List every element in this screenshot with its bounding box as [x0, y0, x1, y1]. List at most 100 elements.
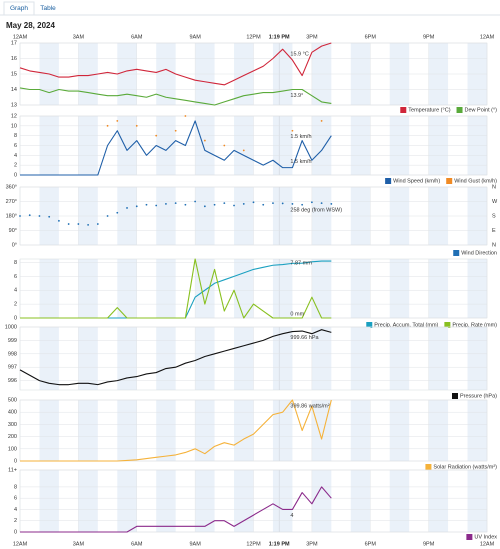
- tab[interactable]: Graph: [10, 5, 28, 12]
- series-line: [20, 399, 332, 462]
- series-dot: [184, 115, 187, 117]
- series-dot: [155, 204, 158, 207]
- y-tick-label: 15: [11, 71, 17, 77]
- annotation: 1.5 km/h: [290, 159, 311, 165]
- y-tick-label: 0: [14, 529, 17, 535]
- legend-swatch: [366, 322, 373, 328]
- tab[interactable]: Table: [40, 5, 56, 12]
- hour-band: [234, 470, 254, 532]
- x-tick-label: 9PM: [423, 541, 435, 547]
- annotation: 0 mm: [290, 311, 304, 317]
- x-tick-label: 12AM: [13, 541, 28, 547]
- y-tick-label: 300: [8, 422, 17, 428]
- x-tick-label: 12PM: [246, 541, 261, 547]
- hour-band: [195, 400, 215, 461]
- y-tick-label: 200: [8, 434, 17, 440]
- series-dot: [203, 205, 206, 208]
- y2-tick-label: S: [492, 213, 496, 219]
- legend-swatch: [425, 464, 432, 470]
- y-tick-label: 6: [14, 274, 17, 280]
- hour-band: [467, 259, 487, 318]
- hour-band: [117, 470, 137, 532]
- legend-label: Wind Gust (km/h): [454, 178, 497, 184]
- y-tick-label: 180°: [6, 213, 17, 219]
- annotation: 1.5 km/h: [290, 134, 311, 140]
- y-tick-label: 14: [11, 87, 17, 93]
- hour-band: [467, 470, 487, 532]
- annotation: 399.86 watts/m²: [290, 403, 329, 409]
- series-dot: [155, 134, 158, 137]
- x-tick-label: 12AM: [13, 34, 28, 40]
- y2-tick-label: N: [492, 242, 496, 248]
- y-tick-label: 0°: [12, 242, 17, 248]
- series-dot: [291, 203, 294, 205]
- hour-band: [272, 327, 293, 390]
- y-tick-label: 0: [14, 315, 17, 321]
- hour-band: [39, 400, 59, 461]
- date: May 28, 2024: [6, 21, 55, 30]
- series-dot: [194, 200, 197, 203]
- hour-band: [467, 400, 487, 461]
- hour-band: [272, 470, 293, 532]
- series-dot: [48, 215, 51, 218]
- legend-swatch: [453, 250, 460, 256]
- x-tick-label: 3AM: [73, 34, 85, 40]
- annotation: 999.66 hPa: [290, 335, 319, 341]
- series-dot: [291, 129, 294, 132]
- legend-swatch: [456, 107, 463, 113]
- series-dot: [233, 204, 235, 207]
- x-tick-label: 6AM: [131, 541, 143, 547]
- x-tick-label: 6AM: [131, 34, 143, 40]
- x-tick-label: 12AM: [480, 541, 495, 547]
- series-dot: [203, 139, 206, 142]
- y-tick-label: 16: [11, 56, 17, 62]
- x-tick-label: 9PM: [423, 34, 435, 40]
- series-dot: [135, 124, 138, 127]
- series-dot: [106, 215, 109, 217]
- hour-band: [389, 259, 410, 318]
- series-dot: [145, 203, 148, 206]
- series-dot: [310, 201, 313, 204]
- tab-active[interactable]: [3, 1, 35, 16]
- y-tick-label: 2: [14, 302, 17, 308]
- annotation: 7.87 mm: [290, 260, 312, 266]
- hour-band: [195, 327, 215, 390]
- x-tick-label: 9AM: [189, 541, 201, 547]
- hour-band: [350, 259, 371, 318]
- legend-swatch: [385, 178, 392, 184]
- y-tick-label: 12: [11, 113, 17, 119]
- series-dot: [320, 120, 323, 122]
- y-tick-label: 10: [11, 123, 17, 129]
- hour-band: [428, 327, 449, 390]
- hour-band: [78, 327, 98, 390]
- series-dot: [184, 203, 187, 206]
- series-dot: [301, 203, 304, 206]
- hour-band: [234, 327, 254, 390]
- series-dot: [165, 203, 167, 205]
- hour-band: [350, 327, 371, 390]
- hour-band: [350, 400, 371, 461]
- y-tick-label: 8: [14, 484, 17, 490]
- y-tick-label: 100: [8, 446, 17, 452]
- y-tick-label: 11+: [8, 467, 17, 473]
- legend-label: Dew Point (°): [465, 107, 498, 113]
- series-dot: [135, 205, 138, 208]
- legend-swatch: [466, 534, 473, 540]
- hour-band: [39, 259, 59, 318]
- legend-label: Precip. Accum. Total (mm): [374, 322, 438, 328]
- y-tick-label: 4: [14, 153, 17, 159]
- series-dot: [87, 223, 90, 226]
- series-dot: [77, 223, 80, 225]
- series-dot: [38, 215, 41, 217]
- series-dot: [242, 149, 245, 152]
- y-tick-label: 270°: [6, 199, 17, 205]
- y-tick-label: 997: [8, 365, 17, 371]
- series-line: [20, 486, 332, 533]
- hour-band: [272, 400, 293, 461]
- hour-band: [350, 470, 371, 532]
- series-dot: [58, 219, 60, 222]
- x-tick-label: 9AM: [189, 34, 201, 40]
- legend-label: Temperature (°C): [408, 107, 450, 113]
- series-dot: [330, 203, 333, 205]
- hour-band: [156, 327, 176, 390]
